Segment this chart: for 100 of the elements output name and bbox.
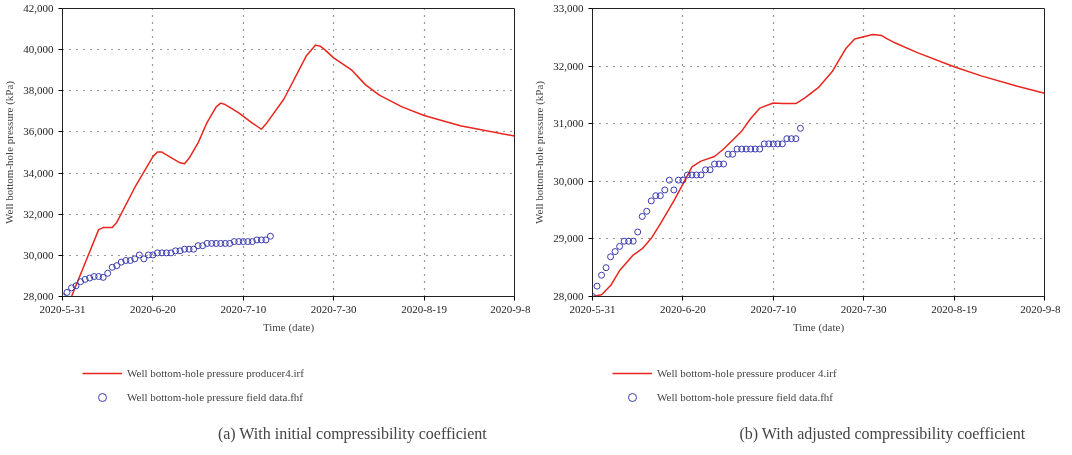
x-tick-label: 2020-7-30 xyxy=(840,302,888,315)
point xyxy=(778,140,786,148)
point xyxy=(647,197,655,205)
point xyxy=(688,171,696,179)
x-tick-label: 2020-7-10 xyxy=(750,302,797,315)
point xyxy=(697,171,705,179)
point xyxy=(738,145,746,153)
point xyxy=(702,166,709,174)
point xyxy=(81,275,89,283)
y-tick-label: 32,000 xyxy=(23,207,54,220)
x-axis-title: Time (date) xyxy=(262,320,315,334)
point xyxy=(720,160,728,168)
y-tick-label: 28,000 xyxy=(23,290,54,302)
point xyxy=(126,257,134,264)
point xyxy=(176,247,184,255)
point xyxy=(158,249,166,257)
point xyxy=(262,236,270,244)
point xyxy=(756,145,764,153)
y-axis-title: Well bottom-hole pressure (kPa) xyxy=(533,80,547,224)
point xyxy=(253,236,261,244)
point xyxy=(769,140,777,148)
text: (b) With adjusted compressibility coefficient xyxy=(739,424,1026,443)
point xyxy=(656,192,664,200)
point xyxy=(104,269,112,277)
x-tick-label: 2020-5-31 xyxy=(569,302,616,315)
point xyxy=(140,255,148,263)
point xyxy=(108,263,116,271)
y-tick-label: 32,000 xyxy=(553,59,584,72)
point xyxy=(733,145,741,153)
point xyxy=(86,274,94,282)
point xyxy=(765,140,773,148)
point xyxy=(235,238,243,246)
point xyxy=(199,242,207,250)
y-tick-label: 30,000 xyxy=(553,174,584,187)
y-tick-label: 34,000 xyxy=(23,166,54,179)
point xyxy=(230,238,238,246)
point xyxy=(629,237,637,245)
point xyxy=(652,192,660,200)
y-tick-label: 33,000 xyxy=(553,2,584,14)
point xyxy=(634,228,642,236)
x-tick-label: 2020-9-8 xyxy=(1020,302,1061,315)
point xyxy=(117,258,125,266)
point xyxy=(774,140,782,148)
legend-label: Well bottom-hole pressure producer4.irf xyxy=(127,367,304,379)
point xyxy=(593,282,601,290)
y-tick-label: 31,000 xyxy=(553,117,584,130)
point xyxy=(135,251,143,259)
y-tick-label: 42,000 xyxy=(23,2,54,14)
x-tick-label: 2020-9-8 xyxy=(490,302,531,315)
point xyxy=(72,282,80,290)
point xyxy=(616,242,624,250)
y-tick-label: 29,000 xyxy=(553,232,584,245)
legend-label: Well bottom-hole pressure producer 4.irf xyxy=(657,367,837,379)
x-tick-label: 2020-6-20 xyxy=(129,302,177,315)
x-tick-label: 2020-8-19 xyxy=(401,302,448,315)
point xyxy=(679,176,687,184)
y-tick-label: 28,000 xyxy=(553,290,584,302)
point xyxy=(194,242,202,250)
point xyxy=(760,140,768,148)
x-tick-label: 2020-5-31 xyxy=(39,302,86,315)
point xyxy=(796,124,804,132)
point xyxy=(77,278,85,286)
point xyxy=(90,273,98,281)
point xyxy=(266,232,274,240)
point xyxy=(149,251,157,259)
point xyxy=(706,166,714,174)
point xyxy=(598,271,606,279)
point xyxy=(711,160,719,168)
x-tick-label: 2020-7-30 xyxy=(310,302,358,315)
point xyxy=(248,238,256,246)
point xyxy=(692,171,700,179)
point xyxy=(661,186,669,194)
point xyxy=(783,135,791,143)
point xyxy=(113,262,121,270)
y-tick-label: 36,000 xyxy=(23,125,54,138)
point xyxy=(742,145,750,153)
point xyxy=(724,150,732,158)
point xyxy=(729,150,737,158)
line-series xyxy=(70,44,515,297)
x-tick-label: 2020-7-10 xyxy=(220,302,267,315)
point xyxy=(787,135,795,143)
x-tick-label: 2020-8-19 xyxy=(931,302,978,315)
point xyxy=(683,171,691,179)
point xyxy=(607,253,615,261)
point xyxy=(217,239,225,247)
point xyxy=(144,251,152,259)
legend-label: Well bottom-hole pressure field data.fhf xyxy=(657,391,833,403)
point xyxy=(190,245,198,253)
y-tick-label: 40,000 xyxy=(23,43,54,56)
point xyxy=(172,247,179,255)
point xyxy=(131,255,139,263)
point xyxy=(674,176,682,184)
point xyxy=(226,239,234,247)
point xyxy=(643,207,651,215)
point xyxy=(638,212,646,220)
y-tick-label: 38,000 xyxy=(23,84,54,97)
point xyxy=(208,239,216,247)
point xyxy=(747,145,755,153)
point xyxy=(212,239,220,247)
point xyxy=(122,257,130,264)
